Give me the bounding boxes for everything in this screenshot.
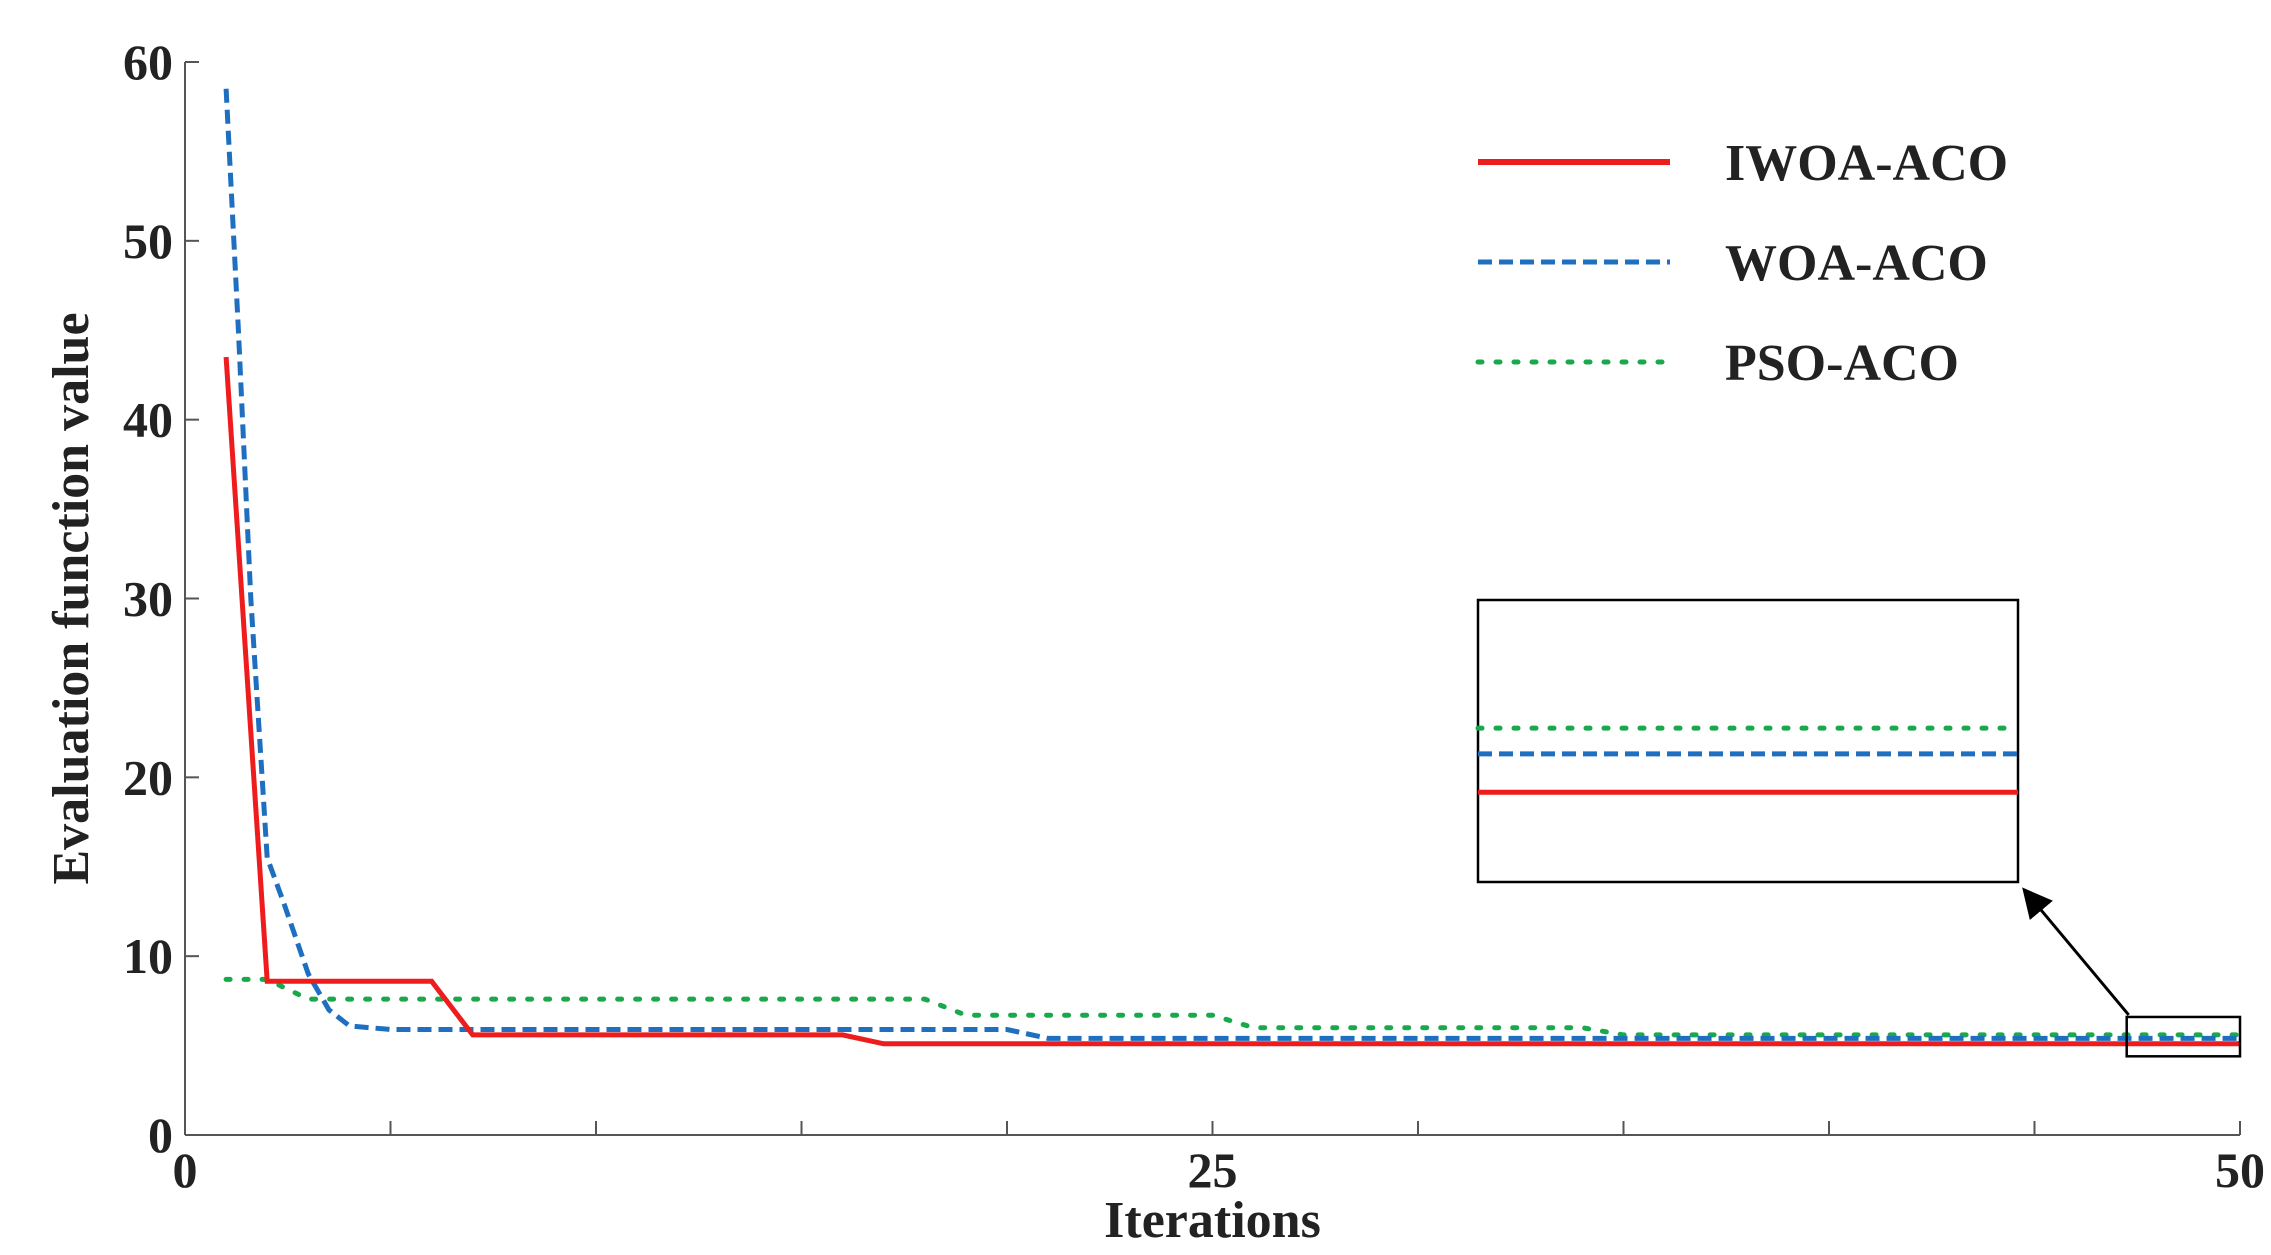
zoom-inset: [1475, 598, 2242, 1058]
x-tick-label: 50: [2215, 1142, 2265, 1198]
y-tick-label: 60: [123, 34, 173, 90]
y-tick-label: 20: [123, 749, 173, 805]
legend-label-pso-aco: PSO-ACO: [1725, 335, 1959, 392]
legend: IWOA-ACO WOA-ACO PSO-ACO: [1475, 135, 2008, 392]
y-tick-label: 50: [123, 213, 173, 269]
x-tick-label: 25: [1188, 1142, 1238, 1198]
x-axis-title: Iterations: [1104, 1192, 1321, 1249]
zoom-source-box: [2125, 1015, 2242, 1058]
series-line-pso-aco: [223, 976, 2243, 1038]
y-tick-labels: 0 10 20 30 40 50 60: [123, 34, 199, 1163]
x-tick-labels: 0 25 50: [173, 1142, 2266, 1198]
y-tick-label: 10: [123, 928, 173, 984]
series-layer: [223, 88, 2243, 1047]
x-tick-label: 0: [173, 1142, 198, 1198]
y-tick-label: 40: [123, 392, 173, 448]
series-line-woa-aco: [223, 88, 2240, 1041]
x-minor-ticks: [184, 1121, 2241, 1135]
legend-label-iwoa-aco: IWOA-ACO: [1725, 135, 2008, 192]
zoom-arrow: [2022, 887, 2130, 1016]
series-line-iwoa-aco: [223, 356, 2240, 1047]
y-tick-label: 0: [148, 1107, 173, 1163]
zoom-inset-box: [1476, 598, 2020, 884]
legend-label-woa-aco: WOA-ACO: [1725, 235, 1988, 292]
y-axis-title: Evaluation function value: [43, 312, 100, 884]
y-tick-label: 30: [123, 571, 173, 627]
